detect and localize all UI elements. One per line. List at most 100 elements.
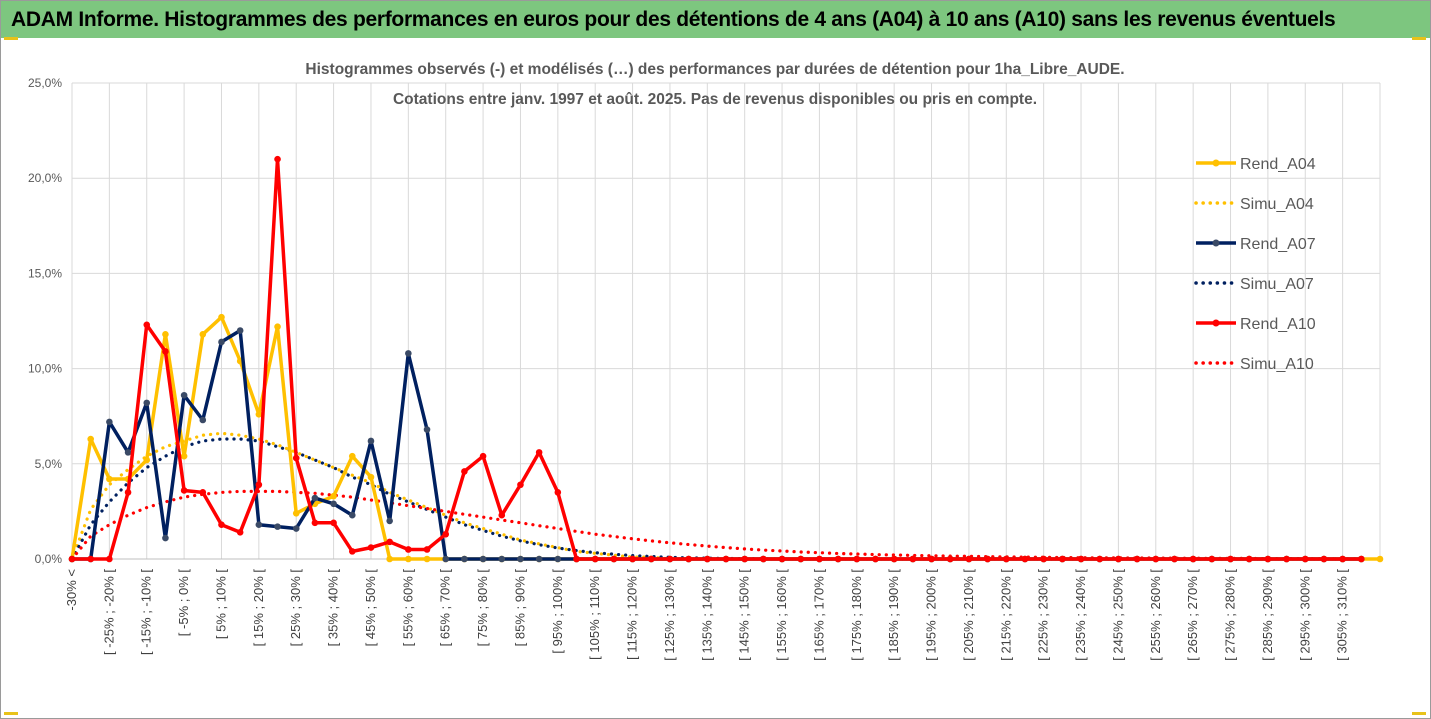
data-point — [442, 555, 450, 563]
data-point — [1208, 555, 1216, 563]
data-point — [498, 511, 506, 519]
data-point — [965, 555, 973, 563]
data-point — [143, 456, 151, 464]
data-point — [124, 489, 132, 496]
data-point — [143, 321, 151, 329]
x-tick-label: [ 5% ; 10% [ — [213, 569, 228, 639]
x-tick-label: [ 25% ; 30% [ — [288, 569, 303, 647]
data-point — [797, 555, 805, 563]
data-point — [517, 481, 524, 489]
y-tick-label: 0,0% — [35, 552, 63, 566]
x-tick-label: [ 85% ; 90% [ — [512, 569, 527, 647]
data-point — [255, 521, 263, 529]
x-tick-label: [ 235% ; 240% [ — [1073, 569, 1088, 661]
legend-label: Rend_A04 — [1240, 156, 1316, 173]
data-point — [535, 555, 543, 563]
data-point — [199, 331, 207, 338]
corner-mark-bottom-left — [4, 712, 18, 715]
legend-label: Rend_A07 — [1240, 236, 1316, 253]
data-point — [1227, 555, 1234, 563]
data-point — [554, 555, 562, 563]
data-point — [1301, 555, 1309, 563]
x-tick-label: [ 95% ; 100% [ — [550, 569, 565, 654]
data-point — [255, 481, 263, 489]
series-line — [72, 157, 1362, 561]
data-point — [573, 555, 580, 563]
data-point — [106, 418, 113, 426]
data-point — [143, 399, 151, 407]
data-point — [199, 416, 207, 424]
x-tick-label: [ 15% ; 20% [ — [251, 569, 266, 647]
data-point — [87, 435, 94, 443]
data-point — [236, 327, 244, 334]
data-point — [498, 555, 506, 563]
x-tick-label: [ 145% ; 150% [ — [737, 569, 752, 661]
data-point — [218, 313, 225, 321]
legend-label: Simu_A04 — [1240, 196, 1314, 213]
data-point — [1059, 555, 1066, 563]
data-point — [479, 452, 487, 460]
data-point — [367, 473, 375, 481]
legend-item-rend-a04: Rend_A04 — [1196, 156, 1316, 173]
data-point — [442, 530, 450, 538]
data-point — [1376, 555, 1384, 563]
x-tick-label: [ 225% ; 230% [ — [1036, 569, 1051, 661]
data-point — [367, 544, 375, 551]
report-title: ADAM Informe. Histogrammes des performan… — [11, 8, 1336, 31]
data-point — [816, 555, 823, 563]
data-point — [87, 555, 94, 563]
series-line — [70, 489, 1363, 561]
data-point — [535, 449, 543, 456]
report-banner: ADAM Informe. Histogrammes des performan… — [1, 1, 1430, 38]
data-point — [1320, 555, 1328, 563]
data-point — [348, 452, 356, 460]
data-point — [218, 338, 225, 346]
x-tick-label: [ 115% ; 120% [ — [625, 569, 640, 660]
data-point — [685, 555, 692, 563]
data-point — [610, 555, 618, 563]
series-layer — [68, 155, 1384, 563]
series-rend-a10 — [68, 155, 1365, 563]
data-point — [180, 452, 188, 460]
x-tick-label: [ -25% ; -20% [ — [101, 569, 116, 655]
data-point — [180, 391, 188, 399]
data-point — [68, 555, 76, 563]
series-simu-a10 — [70, 489, 1363, 561]
data-point — [1077, 555, 1085, 563]
data-point — [1096, 555, 1104, 563]
series-line — [70, 315, 1380, 561]
x-tick-label: [ 135% ; 140% [ — [699, 569, 714, 661]
data-point — [106, 555, 113, 563]
data-point — [423, 426, 431, 433]
legend-label: Simu_A07 — [1240, 276, 1314, 293]
data-point — [162, 331, 169, 338]
data-point — [311, 494, 319, 502]
data-point — [405, 555, 412, 563]
data-point — [386, 517, 393, 525]
data-point — [180, 487, 188, 494]
x-tick-label: [ 205% ; 210% [ — [961, 569, 976, 661]
data-point — [386, 538, 393, 546]
legend-label: Rend_A10 — [1240, 316, 1316, 333]
data-point — [255, 410, 263, 418]
chart-legend: Rend_A04 Simu_A04 Rend_A07 Simu_A07 Rend_A10… — [1194, 156, 1316, 373]
x-tick-label: [ 155% ; 160% [ — [774, 569, 789, 661]
data-point — [274, 155, 281, 163]
legend-item-simu-a04: Simu_A04 — [1194, 196, 1314, 213]
data-point — [292, 454, 300, 462]
data-point — [984, 555, 991, 563]
data-point — [292, 525, 300, 532]
x-tick-label: [ 125% ; 130% [ — [662, 569, 677, 661]
legend-item-simu-a07: Simu_A07 — [1194, 276, 1314, 293]
data-point — [405, 350, 412, 357]
legend-marker — [1212, 159, 1220, 167]
histogram-chart: 0,0% 5,0% 10,0% 15,0% 20,0% 25,0% -30% < [ -25… — [28, 61, 1384, 661]
x-tick-label: [ 75% ; 80% [ — [475, 569, 490, 647]
x-tick-label: [ -15% ; -10% [ — [139, 569, 154, 655]
x-tick-label: [ 185% ; 190% [ — [886, 569, 901, 661]
data-point — [1040, 555, 1047, 563]
data-point — [106, 475, 113, 483]
x-tick-label: [ 55% ; 60% [ — [400, 569, 415, 647]
series-line — [70, 431, 1363, 561]
y-tick-label: 20,0% — [28, 171, 62, 185]
